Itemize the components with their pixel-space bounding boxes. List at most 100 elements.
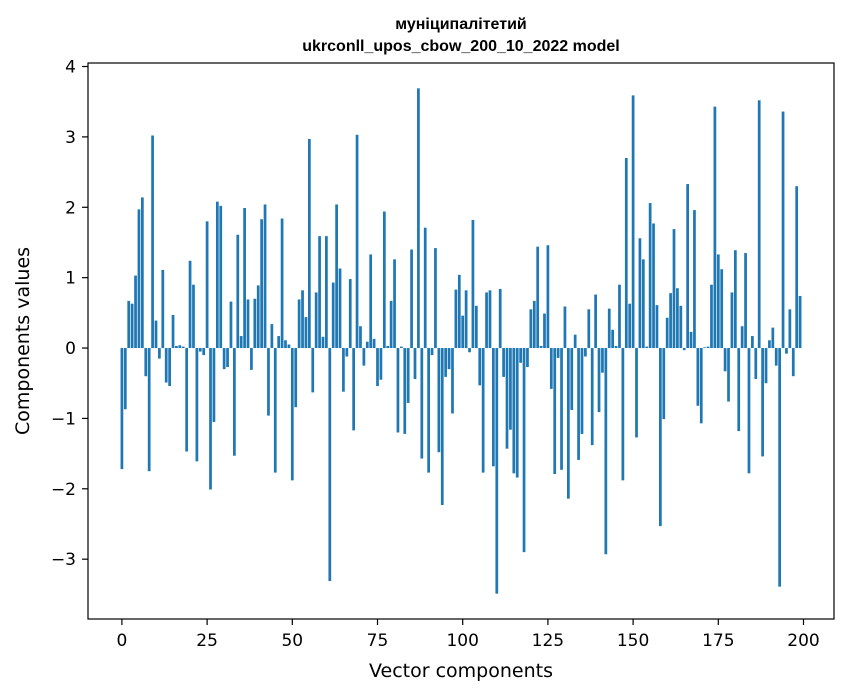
bar-33: [233, 348, 236, 456]
bar-179: [730, 292, 734, 349]
bar-5: [137, 209, 141, 349]
bar-167: [689, 331, 693, 349]
bar-52: [297, 299, 301, 349]
bar-47: [280, 218, 284, 349]
bar-66: [345, 348, 349, 357]
bar-4: [134, 275, 137, 349]
bar-148: [624, 158, 628, 349]
bar-1: [123, 348, 127, 410]
bar-119: [526, 348, 529, 368]
bar-170: [699, 348, 703, 424]
x-tick-label: 75: [367, 631, 389, 651]
bar-173: [710, 284, 713, 349]
bar-89: [423, 227, 427, 349]
bar-146: [618, 284, 621, 349]
bar-23: [198, 348, 202, 352]
bar-157: [655, 305, 659, 349]
bar-133: [573, 334, 577, 349]
bar-48: [284, 340, 287, 349]
bar-3: [130, 303, 134, 349]
bar-21: [192, 284, 195, 349]
bar-74: [372, 338, 376, 349]
y-tick-label: 0: [65, 339, 76, 359]
bar-11: [158, 348, 161, 359]
bar-75: [376, 348, 379, 387]
bar-143: [607, 308, 611, 349]
bar-70: [359, 326, 362, 349]
bar-24: [202, 348, 206, 356]
bar-65: [342, 348, 345, 392]
bar-103: [471, 219, 475, 349]
bar-43: [267, 348, 270, 416]
bar-110: [495, 348, 499, 594]
bar-162: [672, 229, 676, 349]
bar-185: [751, 336, 754, 349]
x-tick-label: 150: [617, 631, 649, 651]
bar-6: [140, 197, 144, 349]
bar-46: [277, 336, 281, 349]
bar-16: [175, 345, 178, 349]
bar-72: [365, 341, 369, 349]
bar-124: [543, 313, 546, 349]
bar-37: [246, 299, 250, 349]
bar-140: [597, 348, 601, 413]
bar-155: [648, 203, 652, 349]
bar-84: [406, 348, 410, 403]
bar-49: [287, 344, 291, 349]
bar-78: [386, 345, 390, 349]
bar-154: [645, 346, 649, 349]
bar-164: [679, 305, 683, 349]
bar-134: [577, 348, 580, 460]
bar-105: [478, 348, 482, 386]
bar-156: [652, 223, 655, 349]
bar-108: [488, 290, 492, 349]
bar-96: [447, 348, 451, 370]
bar-25: [205, 221, 209, 349]
bar-13: [164, 348, 168, 383]
bar-192: [774, 348, 778, 366]
bar-161: [669, 293, 672, 349]
bar-109: [492, 348, 495, 467]
bar-101: [464, 290, 468, 349]
bar-22: [195, 348, 199, 462]
bar-55: [307, 139, 311, 349]
bar-93: [437, 348, 441, 453]
bar-98: [454, 289, 458, 349]
bar-31: [226, 348, 229, 368]
bars-group: [120, 88, 802, 594]
bar-67: [348, 279, 352, 349]
bar-189: [764, 348, 768, 384]
bar-112: [502, 348, 505, 377]
bar-82: [400, 346, 403, 349]
x-tick-label: 125: [532, 631, 564, 651]
bar-59: [321, 336, 325, 349]
bar-175: [716, 254, 720, 349]
bar-27: [212, 348, 216, 422]
chart-title-line-1: муніципалітетий: [395, 16, 527, 33]
bar-20: [188, 260, 192, 349]
bar-163: [676, 288, 679, 349]
bar-71: [362, 348, 366, 366]
bar-169: [696, 348, 700, 406]
bar-190: [768, 340, 771, 349]
x-axis-ticks: 0 25 50 75 100 125 150 175 200: [116, 619, 820, 651]
bar-45: [273, 348, 277, 473]
bar-184: [747, 348, 751, 474]
bar-19: [185, 348, 189, 452]
bar-76: [379, 348, 383, 380]
bar-2: [127, 300, 131, 349]
bar-56: [311, 348, 315, 393]
bar-39: [253, 298, 257, 349]
bar-132: [570, 348, 574, 410]
y-axis-ticks: −3 −2 −1 0 1 2 3 4: [51, 58, 88, 570]
bar-198: [795, 186, 799, 349]
bar-100: [461, 315, 465, 349]
bar-168: [693, 210, 696, 349]
bar-92: [434, 248, 437, 349]
bar-145: [614, 345, 618, 349]
bar-50: [290, 348, 294, 481]
bar-97: [451, 348, 454, 414]
bar-186: [754, 348, 758, 380]
